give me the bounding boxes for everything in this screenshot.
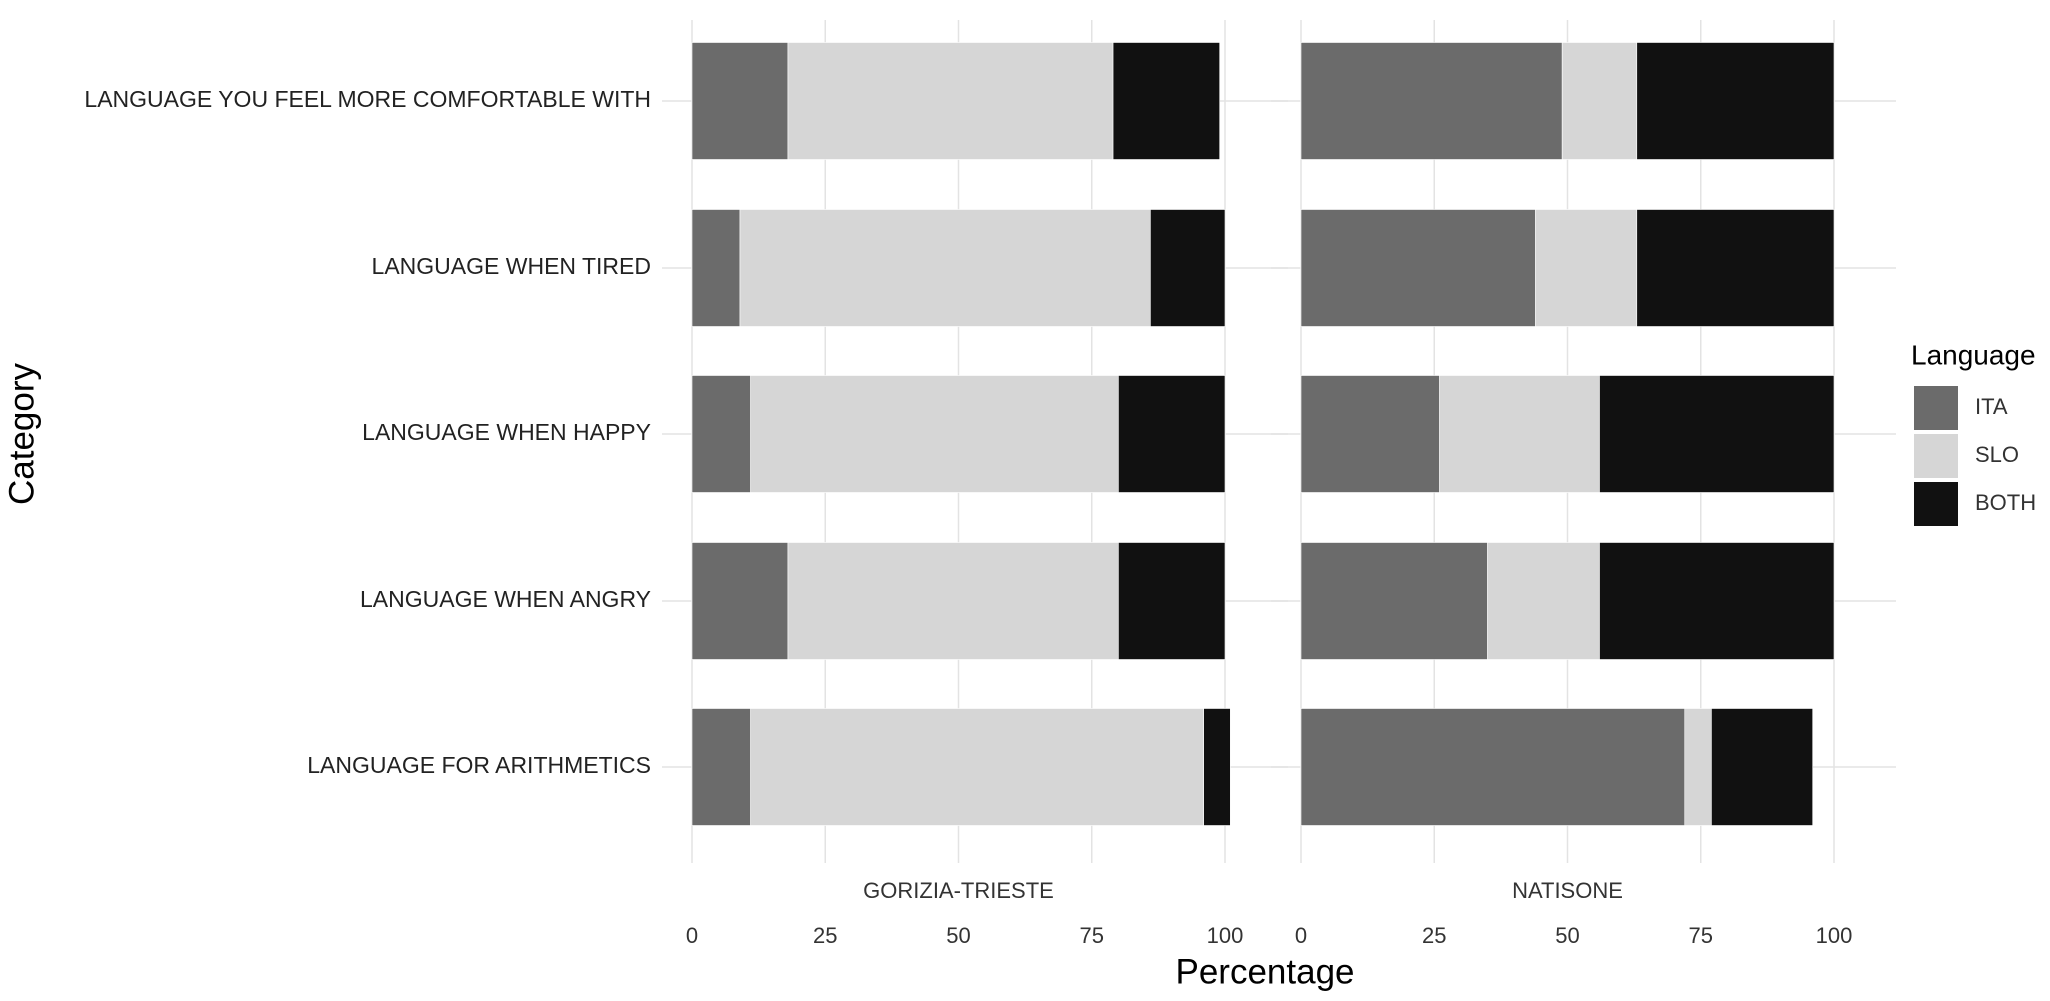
bar-segment (1636, 209, 1835, 327)
x-tick-label: 75 (1080, 923, 1104, 948)
x-tick-label: 75 (1689, 923, 1713, 948)
y-tick-label: LANGUAGE WHEN TIRED (372, 253, 651, 279)
bar-segment (1599, 542, 1835, 660)
legend-label: ITA (1975, 394, 2008, 419)
legend-label: SLO (1975, 442, 2019, 467)
x-tick-label: 50 (946, 923, 970, 948)
bar-segment (691, 708, 751, 826)
y-tick-label: LANGUAGE FOR ARITHMETICS (307, 752, 651, 778)
y-axis-title: Category (2, 362, 41, 505)
facet-title: GORIZIA-TRIESTE (863, 878, 1054, 903)
y-tick-label: LANGUAGE WHEN ANGRY (360, 586, 651, 612)
x-tick-label: 100 (1816, 923, 1853, 948)
bar-segment (691, 375, 751, 493)
y-tick-label: LANGUAGE WHEN HAPPY (362, 419, 651, 445)
bar-segment (1118, 375, 1226, 493)
bar-segment (1439, 375, 1600, 493)
x-tick-label: 0 (1295, 923, 1307, 948)
bar-segment (1684, 708, 1712, 826)
bar-segment (1487, 542, 1600, 660)
bar-segment (750, 708, 1204, 826)
bar-segment (1118, 542, 1226, 660)
legend-key (1914, 386, 1958, 430)
x-tick-label: 25 (813, 923, 837, 948)
bar-segment (1300, 209, 1536, 327)
bar-segment (1599, 375, 1835, 493)
bar-segment (1300, 708, 1686, 826)
x-tick-label: 0 (686, 923, 698, 948)
x-axis-title: Percentage (1175, 952, 1354, 991)
bar-segment (1112, 42, 1220, 160)
bar-segment (787, 542, 1119, 660)
bar-segment (691, 42, 789, 160)
legend-key (1914, 482, 1958, 526)
bar-segment (1561, 42, 1638, 160)
legend-key (1914, 434, 1958, 478)
bar-segment (787, 42, 1114, 160)
bar-segment (750, 375, 1119, 493)
bar-segment (1300, 42, 1563, 160)
facet-title: NATISONE (1512, 878, 1623, 903)
bar-segment (691, 542, 789, 660)
bar-segment (691, 209, 741, 327)
y-tick-label: LANGUAGE YOU FEEL MORE COMFORTABLE WITH (84, 86, 651, 112)
bar-segment (1711, 708, 1813, 826)
legend-title: Language (1911, 339, 2036, 370)
bar-segment (1203, 708, 1231, 826)
bar-segment (1300, 375, 1440, 493)
bar-segment (1636, 42, 1835, 160)
bar-segment (1300, 542, 1488, 660)
bar-segment (1535, 209, 1638, 327)
x-tick-label: 25 (1422, 923, 1446, 948)
x-tick-label: 50 (1555, 923, 1579, 948)
bar-segment (1150, 209, 1226, 327)
bar-segment (739, 209, 1151, 327)
x-tick-label: 100 (1207, 923, 1244, 948)
legend-label: BOTH (1975, 490, 2036, 515)
